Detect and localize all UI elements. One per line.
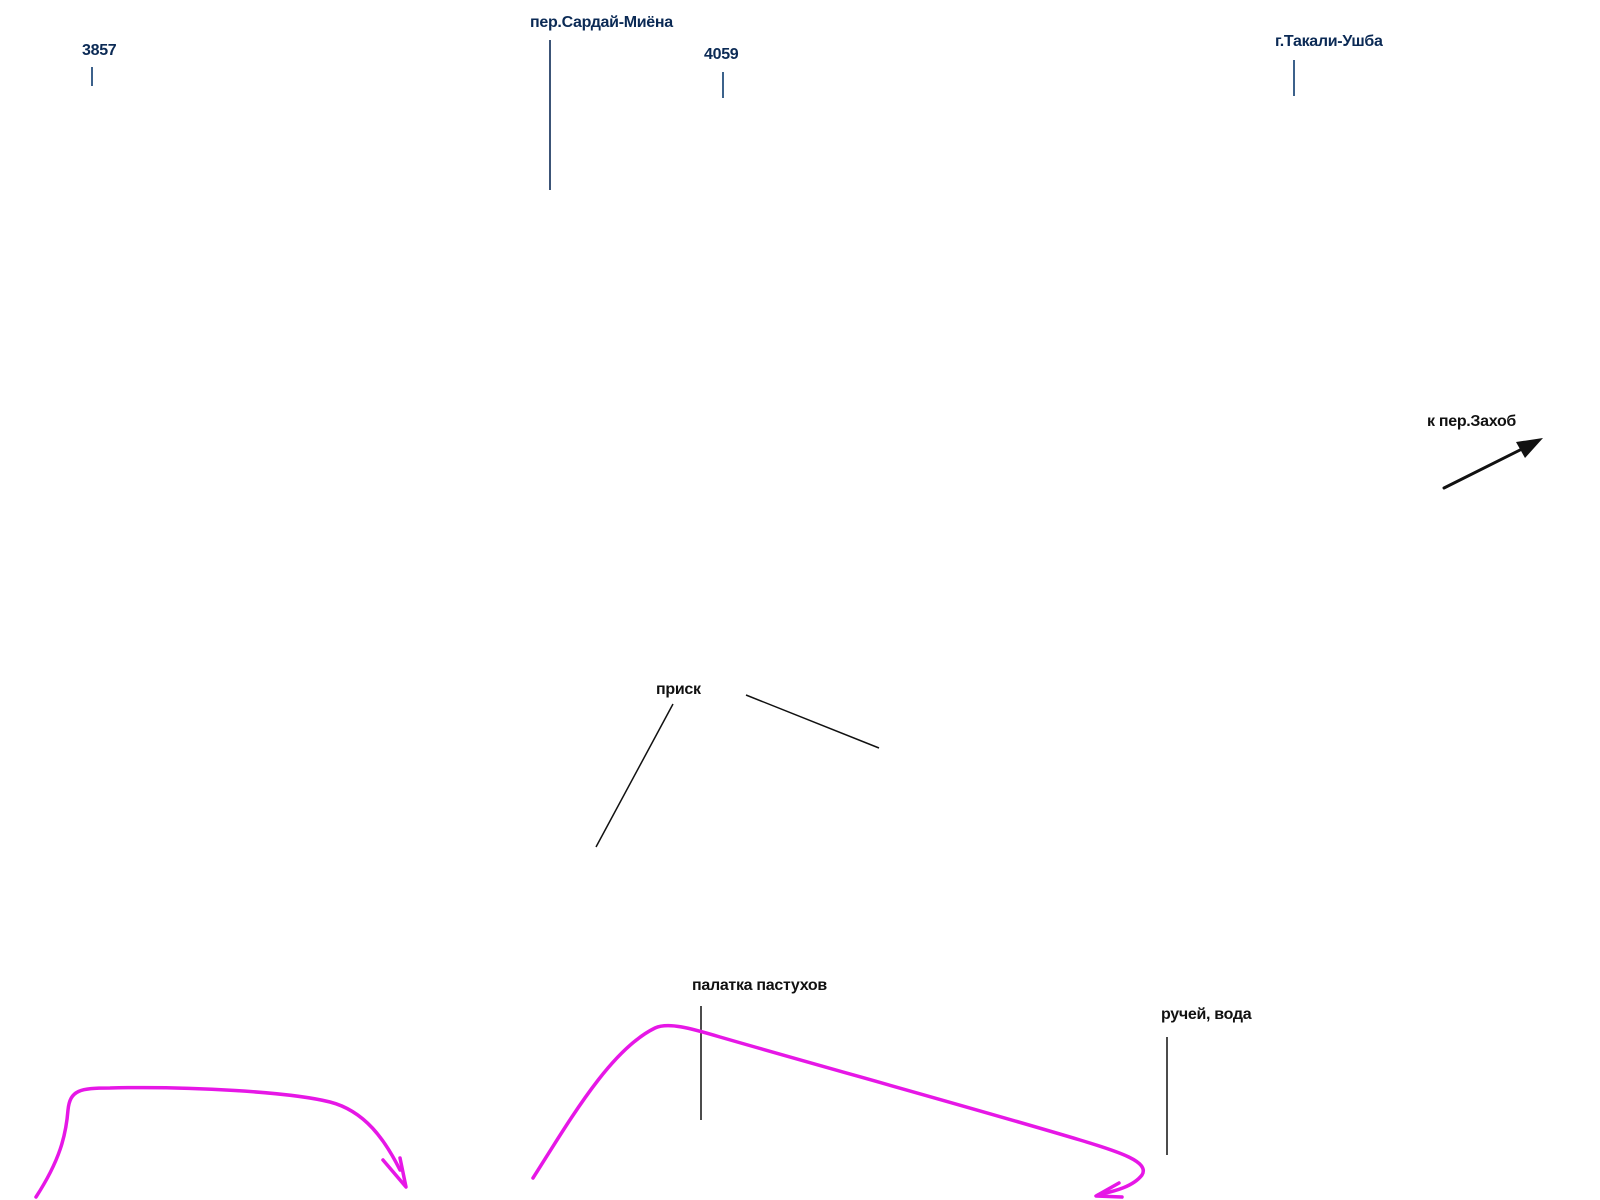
direction-label-zakhob: к пер.Захоб — [1427, 413, 1517, 430]
leader-line-prisk-left — [595, 703, 674, 848]
direction-arrow-icon — [1442, 438, 1543, 490]
leader-line-prisk-right — [745, 694, 880, 749]
peak-label-takali-ushba: г.Такали-Ушба — [1275, 33, 1383, 50]
route-arrow-icon — [531, 1023, 1145, 1199]
elevation-label-3857: 3857 — [82, 42, 117, 59]
place-label-prisk: приск — [656, 681, 701, 698]
place-label-stream-water: ручей, вода — [1161, 1006, 1252, 1023]
place-label-shepherds-tent: палатка пастухов — [692, 977, 827, 994]
pass-label-sarday-miyona: пер.Сардай-Миёна — [530, 14, 673, 31]
route-arrow-icon — [34, 1085, 408, 1199]
elevation-label-4059: 4059 — [704, 46, 739, 63]
